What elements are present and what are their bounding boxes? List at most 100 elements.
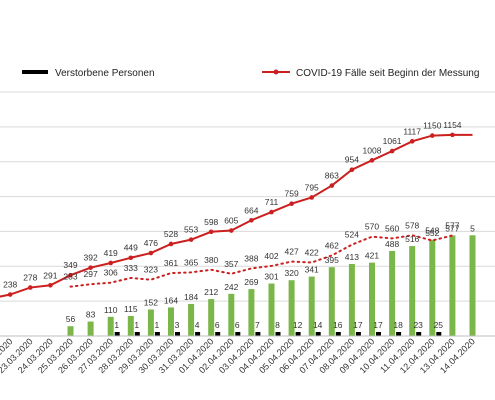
total-point — [369, 158, 375, 163]
dotted-label: 462 — [325, 240, 339, 250]
death-label: 6 — [235, 320, 240, 330]
bar — [147, 309, 154, 336]
total-point — [349, 167, 355, 173]
bar — [67, 326, 74, 336]
bar-label: 395 — [325, 255, 339, 265]
death-bar — [355, 332, 361, 336]
dotted-label: 388 — [244, 253, 258, 263]
dotted-label: 297 — [84, 269, 98, 279]
plot-area: 1742152382782913493924194494765285535986… — [0, 120, 476, 336]
bar-label: 110 — [104, 305, 118, 315]
total-series-line — [0, 133, 473, 298]
bar-label: 242 — [224, 282, 238, 292]
bar — [449, 235, 456, 336]
dotted-label: 548 — [425, 225, 439, 235]
dotted-label: 577 — [445, 220, 459, 230]
bar-label: 320 — [285, 268, 299, 278]
total-label: 954 — [345, 155, 359, 165]
death-bar — [396, 332, 402, 336]
bar — [348, 264, 355, 336]
death-bar — [376, 332, 381, 336]
total-point — [48, 282, 53, 288]
dotted-label: 578 — [405, 220, 419, 230]
death-label: 1 — [134, 320, 139, 330]
bar — [389, 250, 396, 336]
dotted-label: 357 — [224, 259, 238, 269]
death-bar — [175, 332, 180, 336]
dotted-label: 402 — [264, 251, 278, 261]
bar-label: 341 — [305, 265, 319, 275]
total-point — [208, 229, 214, 235]
death-label: 1 — [114, 320, 119, 330]
dotted-label: 361 — [164, 258, 178, 268]
total-label: 1150 — [423, 121, 442, 131]
total-point — [148, 250, 154, 256]
dotted-label: 524 — [345, 230, 359, 240]
total-point — [188, 237, 194, 242]
total-label: 476 — [144, 238, 158, 248]
legend-deaths-swatch — [22, 70, 48, 74]
total-point — [28, 285, 33, 290]
bar-label: 488 — [385, 239, 399, 249]
bar-label: 269 — [244, 277, 258, 287]
death-label: 3 — [175, 320, 180, 330]
bar-label: 56 — [66, 314, 76, 324]
bar-label: 115 — [124, 304, 138, 314]
total-label: 1154 — [443, 120, 462, 130]
death-label: 7 — [255, 320, 260, 330]
bar — [409, 246, 416, 336]
bar — [369, 262, 375, 336]
total-label: 759 — [285, 189, 299, 199]
total-point — [249, 217, 254, 223]
total-label: 419 — [104, 248, 118, 258]
death-label: 12 — [293, 320, 303, 330]
bar — [328, 267, 335, 336]
bar — [228, 293, 235, 336]
dotted-label: 333 — [124, 263, 138, 273]
death-label: 17 — [353, 320, 363, 330]
death-label: 8 — [275, 320, 280, 330]
total-point — [389, 148, 395, 154]
legend: Verstorbene Personen COVID-19 Fälle seit… — [22, 68, 479, 79]
death-label: 18 — [393, 320, 403, 330]
death-bar — [114, 332, 120, 336]
dotted-label: 560 — [385, 223, 399, 233]
death-label: 6 — [215, 320, 220, 330]
total-point — [168, 241, 174, 247]
total-label: 863 — [325, 171, 339, 181]
dotted-series-line — [69, 234, 454, 288]
total-point — [269, 209, 274, 215]
bar — [168, 307, 174, 336]
legend-deaths-label: Verstorbene Personen — [55, 68, 155, 79]
death-bar — [195, 332, 201, 336]
death-label: 17 — [373, 320, 383, 330]
total-label: 598 — [204, 217, 218, 227]
bar-label: 421 — [365, 251, 379, 261]
total-point — [329, 183, 335, 188]
dotted-label: 427 — [285, 247, 299, 257]
bar-label: 516 — [405, 234, 419, 244]
bar-label: 552 — [425, 228, 439, 238]
bar — [429, 239, 436, 336]
dotted-label: 380 — [204, 255, 218, 265]
bar-label: 212 — [204, 287, 218, 297]
total-point — [309, 195, 315, 200]
total-label: 1008 — [363, 145, 382, 155]
bar-label: 577 — [445, 223, 459, 233]
dotted-label: 306 — [104, 268, 118, 278]
total-label: 278 — [23, 273, 37, 283]
total-label: 291 — [43, 270, 57, 280]
x-axis: 21.03.202022.03.202023.03.202024.03.2020… — [0, 335, 495, 375]
bar-label: 184 — [184, 292, 198, 302]
total-label: 553 — [184, 225, 198, 235]
total-point — [108, 260, 113, 266]
bar-label: 83 — [86, 310, 96, 320]
total-label: 711 — [265, 197, 279, 207]
dotted-label: 323 — [144, 265, 158, 275]
bar — [268, 283, 275, 336]
total-point — [450, 132, 455, 138]
total-label: 605 — [224, 216, 238, 226]
bar-label: 301 — [264, 272, 278, 282]
bar — [127, 315, 134, 336]
